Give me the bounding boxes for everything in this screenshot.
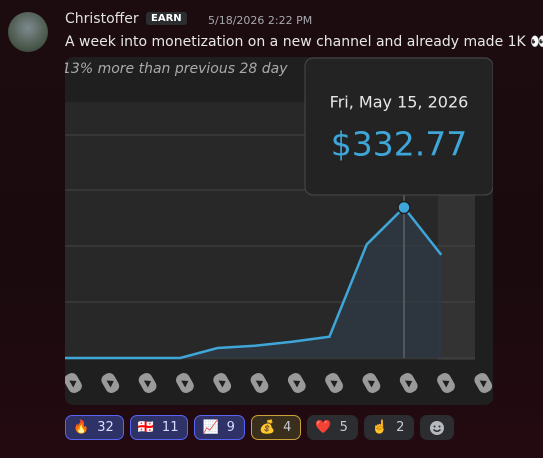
tooltip-date: Fri, May 15, 2026 (330, 93, 469, 112)
shorts-icon (138, 373, 157, 393)
reaction-count: 9 (226, 420, 235, 435)
shorts-icon (213, 373, 232, 393)
reaction[interactable]: 💰 4 (250, 415, 302, 440)
icon-play (330, 380, 338, 388)
icon-play (367, 380, 375, 388)
reaction-emoji: 💰 (258, 420, 276, 435)
point (397, 200, 411, 215)
icon-play (181, 380, 189, 388)
reaction-count: 4 (283, 420, 292, 435)
icon-play (293, 380, 301, 388)
reaction-emoji: 🇬🇪 (137, 420, 154, 435)
reaction-count: 2 (396, 420, 405, 435)
icon-play (218, 380, 226, 388)
shorts-icon (437, 373, 455, 393)
shorts-icon (399, 373, 418, 393)
author-name[interactable]: Christoffer (65, 11, 139, 27)
image-attachment[interactable]: 13% more than previous 28 day Fri, May 1… (65, 57, 493, 405)
reaction-count: 5 (339, 420, 348, 435)
reaction[interactable]: 📈 9 (194, 415, 245, 440)
reaction-count: 11 (161, 420, 179, 435)
reaction-emoji: 🔥 (73, 420, 90, 435)
icon-play (404, 380, 413, 388)
icon-play (255, 380, 263, 388)
shorts-icon (325, 373, 343, 393)
chart: 13% more than previous 28 day Fri, May 1… (65, 57, 493, 393)
avatar[interactable] (8, 12, 48, 52)
message-text: A week into monetization on a new channe… (65, 34, 543, 50)
smiley-icon (430, 420, 445, 435)
icon-play (143, 380, 152, 388)
line (65, 205, 443, 360)
reaction[interactable]: ☝️ 2 (363, 415, 415, 440)
reaction[interactable]: ❤️ 5 (307, 415, 358, 440)
icon-play (69, 380, 77, 388)
area (65, 207, 442, 358)
reaction-count: 32 (97, 420, 114, 435)
icon-play (479, 380, 487, 388)
shorts-icon (101, 373, 120, 393)
reactions: 🔥 32 🇬🇪 11 📈 9 💰 4 ❤️ 5 ☝️ 2 (65, 415, 455, 440)
reaction-emoji: 📈 (202, 420, 219, 435)
add-reaction-button[interactable] (420, 415, 455, 440)
tooltip (304, 57, 493, 196)
reaction[interactable]: 🔥 32 (65, 415, 124, 440)
reaction[interactable]: 🇬🇪 11 (129, 415, 189, 440)
icon-play (442, 380, 450, 388)
shorts-icon (176, 373, 194, 393)
reaction-emoji: ☝️ (371, 420, 389, 435)
tooltip-value: $332.77 (331, 125, 467, 164)
shorts-icon (65, 373, 82, 393)
chart-subtitle: 13% more than previous 28 day (65, 61, 288, 77)
shorts-icon (250, 373, 269, 393)
shorts-icon (362, 373, 381, 393)
guild-tag[interactable]: EARN (146, 12, 187, 25)
shorts-icon (287, 373, 306, 393)
reaction-emoji: ❤️ (315, 420, 332, 435)
shorts-icon (474, 373, 493, 393)
timestamp: 5/18/2026 2:22 PM (208, 14, 313, 27)
icon-play (106, 380, 114, 388)
